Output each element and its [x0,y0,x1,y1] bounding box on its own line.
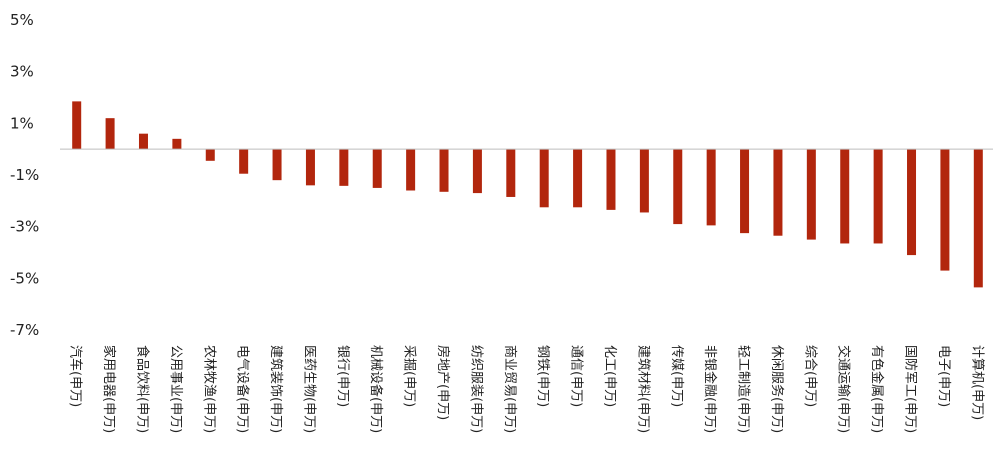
bar [372,149,382,188]
y-tick-label: -1% [10,166,39,184]
x-axis-category-labels: 汽车(申万) 家用电器(申万) 食品饮料(申万) 公用事业(申万) 农林牧渔(申万) 电气… [68,345,985,433]
y-tick-label: 1% [10,114,34,132]
bar [706,149,716,226]
y-axis-tick-labels: 5% 3% 1% -1% -3% -5% -7% [10,11,39,339]
bars-group [72,101,983,288]
x-category-label: 电子(申万) [936,345,951,407]
bar [973,149,983,288]
bar [205,149,215,161]
bar [305,149,315,186]
bar [105,118,115,150]
bar [506,149,516,197]
y-tick-label: -7% [10,321,39,339]
x-category-label: 通信(申万) [569,345,584,407]
bar [573,149,583,208]
x-category-label: 银行(申万) [335,345,350,407]
bar [907,149,917,256]
y-tick-label: -5% [10,269,39,287]
x-category-label: 休闲服务(申万) [769,345,785,433]
x-category-label: 汽车(申万) [68,345,84,407]
bar [439,149,449,192]
x-category-label: 医药生物(申万) [301,345,316,433]
bar [472,149,482,194]
bar [673,149,683,225]
x-category-label: 农林牧渔(申万) [201,345,216,433]
bar [138,133,148,150]
bar [940,149,950,271]
bar [406,149,416,191]
x-category-label: 房地产(申万) [435,345,451,420]
bar [873,149,883,244]
x-category-label: 有色金属(申万) [869,345,885,433]
x-category-label: 食品饮料(申万) [134,345,150,433]
x-category-label: 非银金融(申万) [702,345,718,433]
bar [840,149,850,244]
x-category-label: 家用电器(申万) [101,345,117,433]
y-tick-label: -3% [10,218,39,236]
x-category-label: 公用事业(申万) [168,345,183,433]
x-category-label: 纺织服装(申万) [468,345,483,433]
x-category-label: 国防军工(申万) [903,345,919,433]
bar [239,149,249,174]
bar [740,149,750,234]
y-tick-label: 3% [10,63,34,81]
x-category-label: 电气设备(申万) [235,345,251,433]
y-tick-label: 5% [10,11,34,29]
x-category-label: 商业贸易(申万) [502,345,517,433]
bar [272,149,282,181]
bar [172,138,182,150]
x-category-label: 交通运输(申万) [836,345,852,433]
bar [606,149,616,210]
bar [773,149,783,236]
x-category-label: 建筑材料(申万) [635,345,651,433]
x-category-label: 建筑装饰(申万) [268,345,284,433]
x-category-label: 采掘(申万) [402,345,417,407]
x-category-label: 机械设备(申万) [368,345,384,433]
x-category-label: 计算机(申万) [969,345,984,420]
x-category-label: 钢铁(申万) [535,345,550,407]
bar [72,101,82,150]
bar [806,149,816,240]
x-category-label: 传媒(申万) [669,345,684,407]
bar [539,149,549,208]
bar [339,149,349,186]
x-category-label: 轻工制造(申万) [736,345,751,433]
bar [639,149,649,213]
x-category-label: 综合(申万) [802,345,817,407]
x-category-label: 化工(申万) [602,345,617,407]
